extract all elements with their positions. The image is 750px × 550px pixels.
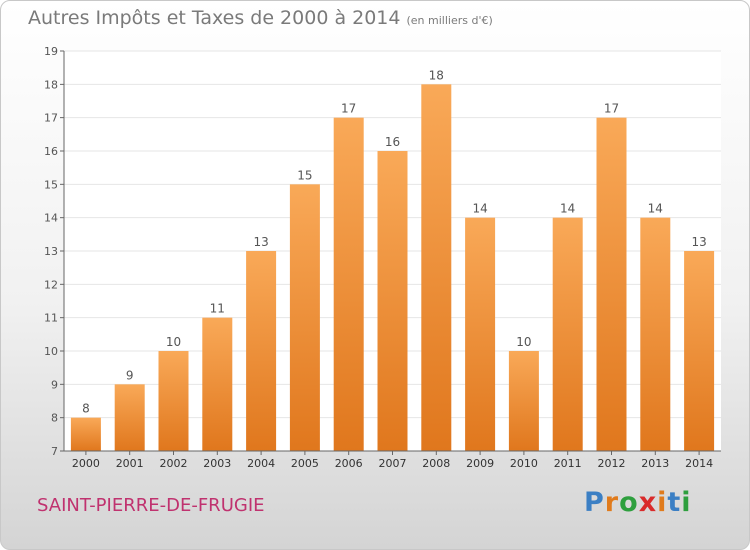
chart-title: Autres Impôts et Taxes de 2000 à 2014 (en… (28, 7, 493, 29)
bar-2003 (202, 317, 233, 451)
data-label-2007: 16 (385, 135, 400, 149)
bar-2006 (333, 117, 364, 452)
data-label-2002: 10 (166, 335, 181, 349)
bar-2014 (684, 251, 715, 451)
bar-2005 (289, 184, 320, 452)
data-label-2009: 14 (472, 202, 487, 216)
bar-2001 (114, 384, 145, 451)
y-tick-label: 13 (44, 245, 58, 258)
y-tick-label: 16 (44, 145, 58, 158)
x-tick-label-2006: 2006 (335, 457, 363, 470)
data-label-2008: 18 (429, 68, 444, 82)
x-tick-label-2012: 2012 (598, 457, 626, 470)
data-label-2004: 13 (253, 235, 268, 249)
y-tick-label: 15 (44, 178, 58, 191)
data-label-2011: 14 (560, 202, 575, 216)
y-tick-label: 8 (51, 412, 58, 425)
x-tick-label-2010: 2010 (510, 457, 538, 470)
bar-2007 (377, 151, 408, 451)
x-tick-label-2000: 2000 (72, 457, 100, 470)
data-label-2010: 10 (516, 335, 531, 349)
x-tick-label-2011: 2011 (554, 457, 582, 470)
x-tick-label-2013: 2013 (641, 457, 669, 470)
logo-letter: o (619, 487, 639, 518)
data-label-2000: 8 (82, 402, 90, 416)
chart-title-text: Autres Impôts et Taxes de 2000 à 2014 (28, 7, 401, 29)
bar-2000 (70, 417, 101, 451)
x-tick-label-2001: 2001 (116, 457, 144, 470)
y-tick-label: 19 (44, 45, 58, 58)
bar-2008 (421, 84, 452, 451)
x-tick-label-2009: 2009 (466, 457, 494, 470)
y-tick-label: 10 (44, 345, 58, 358)
y-tick-label: 17 (44, 112, 58, 125)
logo-letter: t (667, 487, 682, 518)
commune-name: SAINT-PIERRE-DE-FRUGIE (37, 495, 265, 516)
y-tick-label: 11 (44, 312, 58, 325)
data-label-2013: 14 (648, 202, 663, 216)
logo-letter: r (604, 487, 620, 518)
x-tick-label-2014: 2014 (685, 457, 713, 470)
logo-letter: i (657, 487, 668, 518)
y-tick-label: 18 (44, 78, 58, 91)
x-tick-label-2004: 2004 (247, 457, 275, 470)
data-label-2003: 11 (210, 302, 225, 316)
logo-letter: x (638, 487, 658, 518)
logo-letter: i (681, 487, 692, 518)
logo-letter: P (584, 487, 605, 518)
x-tick-label-2002: 2002 (160, 457, 188, 470)
chart-subtitle: (en milliers d'€) (406, 14, 493, 27)
bar-2013 (640, 217, 671, 451)
data-label-2005: 15 (297, 168, 312, 182)
y-tick-label: 14 (44, 212, 58, 225)
bar-2010 (508, 351, 539, 451)
x-tick-label-2008: 2008 (422, 457, 450, 470)
bar-2011 (552, 217, 583, 451)
data-label-2001: 9 (126, 368, 134, 382)
bar-2009 (465, 217, 496, 451)
data-label-2012: 17 (604, 102, 619, 116)
x-tick-label-2003: 2003 (203, 457, 231, 470)
data-label-2014: 13 (691, 235, 706, 249)
proxiti-logo: Proxiti (584, 487, 692, 518)
data-label-2006: 17 (341, 102, 356, 116)
bar-2012 (596, 117, 627, 452)
x-tick-label-2005: 2005 (291, 457, 319, 470)
bar-2002 (158, 351, 189, 451)
y-tick-label: 12 (44, 278, 58, 291)
bar-2004 (246, 251, 277, 451)
x-tick-label-2007: 2007 (379, 457, 407, 470)
y-tick-label: 7 (51, 445, 58, 458)
y-tick-label: 9 (51, 378, 58, 391)
